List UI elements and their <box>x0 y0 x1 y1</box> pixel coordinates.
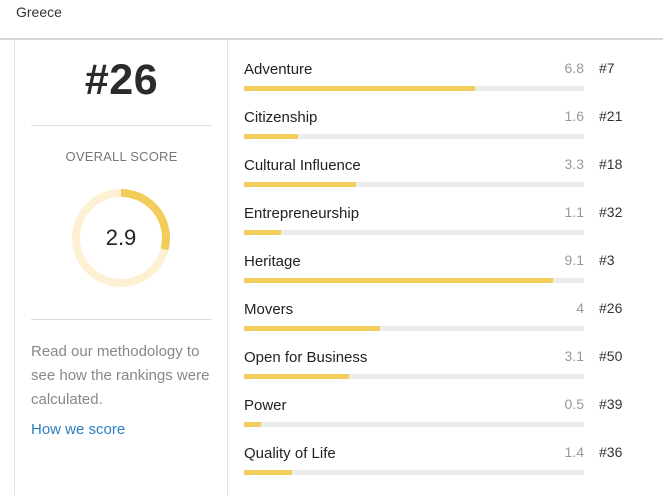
metric-row[interactable]: Power 0.5 #39 <box>244 388 644 436</box>
metric-bar-fill <box>244 230 282 235</box>
metric-bar-fill <box>244 278 554 283</box>
metric-bar-track <box>244 326 584 331</box>
metric-bar-fill <box>244 86 476 91</box>
metric-rank: #39 <box>599 396 623 412</box>
metric-score: 3.3 <box>564 156 584 172</box>
overall-score-value: 2.9 <box>105 225 137 250</box>
metric-name: Quality of Life <box>244 445 336 462</box>
metric-row[interactable]: Cultural Influence 3.3 #18 <box>244 148 644 196</box>
metric-bar-track <box>244 278 584 283</box>
country-ranking-card: #26 OVERALL SCORE 2.9 Read our methodolo… <box>14 40 663 495</box>
metric-name: Heritage <box>244 253 301 270</box>
country-label: Greece <box>16 4 62 20</box>
metric-rank: #21 <box>599 108 623 124</box>
rank-divider <box>31 125 212 126</box>
metric-score: 1.6 <box>564 108 584 124</box>
metric-score: 1.1 <box>564 204 584 220</box>
score-divider <box>31 319 212 320</box>
metric-bar-track <box>244 230 584 235</box>
metric-score: 6.8 <box>564 60 584 76</box>
metric-rank: #26 <box>599 300 623 316</box>
metric-bar-track <box>244 182 584 187</box>
overall-score-donut <box>72 189 170 287</box>
how-we-score-link[interactable]: How we score <box>31 421 126 438</box>
metric-rank: #50 <box>599 348 623 364</box>
metric-name: Cultural Influence <box>244 157 361 174</box>
methodology-text: Read our methodology to see how the rank… <box>31 343 210 408</box>
metric-row[interactable]: Entrepreneurship 1.1 #32 <box>244 196 644 244</box>
metric-row[interactable]: Movers 4 #26 <box>244 292 644 340</box>
metric-rank: #36 <box>599 444 623 460</box>
metric-score: 4 <box>576 300 584 316</box>
overall-rank: #26 <box>84 56 159 104</box>
metric-name: Movers <box>244 301 294 318</box>
metric-row[interactable]: Open for Business 3.1 #50 <box>244 340 644 388</box>
metric-bar-fill <box>244 422 261 427</box>
metric-rank: #18 <box>599 156 623 172</box>
metric-name: Power <box>244 397 287 414</box>
metric-row[interactable]: Heritage 9.1 #3 <box>244 244 644 292</box>
metric-bar-fill <box>244 326 380 331</box>
overall-score-label: OVERALL SCORE <box>65 149 178 164</box>
metric-rank: #32 <box>599 204 623 220</box>
metric-bar-track <box>244 86 584 91</box>
metric-bar-fill <box>244 374 350 379</box>
metric-row[interactable]: Citizenship 1.6 #21 <box>244 100 644 148</box>
metric-name: Entrepreneurship <box>244 205 360 222</box>
metric-rank: #3 <box>599 252 615 268</box>
header-divider <box>0 38 663 40</box>
metric-name: Citizenship <box>244 109 318 126</box>
metric-name: Adventure <box>244 61 313 78</box>
metric-bar-fill <box>244 182 357 187</box>
metric-bar-track <box>244 470 584 475</box>
metric-list: Adventure 6.8 #7 Citizenship 1.6 #21 Cultural … <box>244 52 644 484</box>
donut-fill <box>72 189 170 287</box>
metric-score: 0.5 <box>564 396 584 412</box>
overall-panel: #26 OVERALL SCORE 2.9 Read our methodolo… <box>15 40 228 495</box>
metric-bar-track <box>244 422 584 427</box>
metric-bar-track <box>244 374 584 379</box>
metric-rank: #7 <box>599 60 615 76</box>
metric-score: 9.1 <box>564 252 584 268</box>
metric-bar-track <box>244 134 584 139</box>
metric-name: Open for Business <box>244 349 368 366</box>
metric-bar-fill <box>244 134 299 139</box>
metric-score: 1.4 <box>564 444 584 460</box>
metric-score: 3.1 <box>564 348 584 364</box>
metric-row[interactable]: Adventure 6.8 #7 <box>244 52 644 100</box>
metric-bar-fill <box>244 470 292 475</box>
metric-row[interactable]: Quality of Life 1.4 #36 <box>244 436 644 484</box>
